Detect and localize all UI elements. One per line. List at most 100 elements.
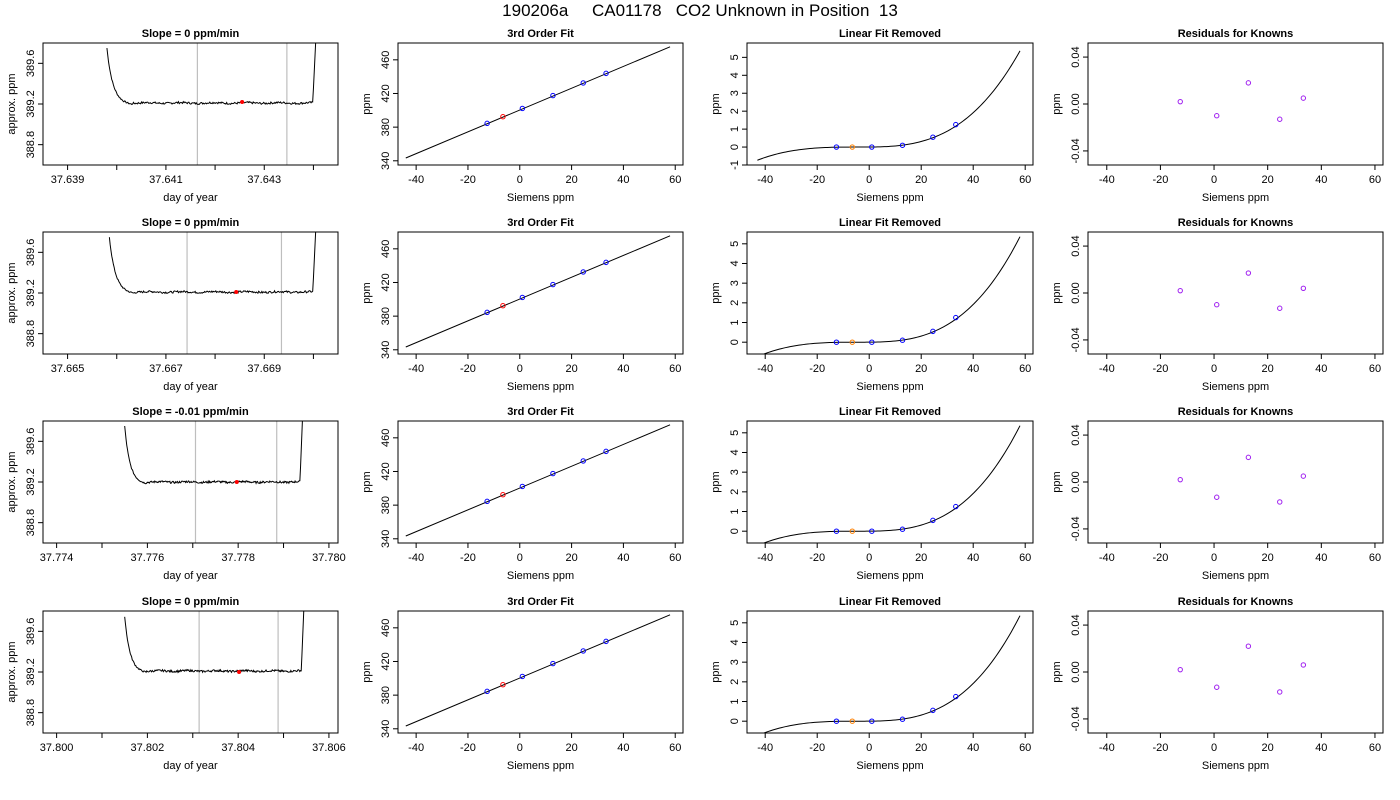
panel-r1-c3: Residuals for Knowns Siemens ppm ppm -40 -20…: [1051, 217, 1384, 393]
residual-point: [1300, 473, 1307, 479]
known-point: [484, 498, 490, 505]
fit-curve: [757, 50, 1021, 161]
plot-frame: [746, 610, 1034, 734]
plot-area: [124, 421, 303, 543]
x-axis-label: Siemens ppm: [1202, 760, 1269, 772]
known-point: [869, 528, 875, 534]
x-tick-label: -40: [757, 552, 773, 564]
x-tick-label: 40: [967, 742, 979, 754]
plot-area: [124, 611, 305, 733]
residual-point: [1177, 476, 1183, 483]
x-tick-label: -20: [1152, 742, 1168, 754]
y-tick-label: 388.8: [25, 131, 37, 159]
x-tick-label: 20: [1262, 552, 1274, 564]
plot-frame: [42, 610, 339, 734]
y-tick-label: 4: [729, 449, 741, 455]
panel-title: Slope = -0.01 ppm/min: [132, 406, 249, 418]
known-point: [550, 470, 556, 477]
fit-line: [405, 235, 671, 348]
x-tick-label: -20: [460, 363, 476, 375]
x-axis-label: day of year: [163, 570, 218, 582]
x-tick-label: 0: [866, 363, 872, 375]
plot-frame: [1087, 231, 1384, 355]
x-axis-label: day of year: [163, 760, 218, 772]
panel-r3-c1: 3rd Order Fit Siemens ppm ppm -40 -20 0 20 40 60…: [361, 596, 684, 772]
y-tick-label: 380: [380, 118, 392, 136]
x-tick-label: 0: [866, 742, 872, 754]
plot-area: [757, 50, 1021, 161]
plot-frame: [397, 42, 684, 166]
y-tick-label: 340: [380, 720, 392, 738]
unknown-point: [500, 682, 506, 688]
fit-line: [405, 46, 671, 159]
y-tick-label: 5: [729, 430, 741, 436]
panel-r3-c3: Residuals for Knowns Siemens ppm ppm -40 -20…: [1051, 596, 1384, 772]
y-tick-label: 389.2: [25, 90, 37, 118]
plot-area: [108, 232, 317, 354]
panel-title: 3rd Order Fit: [507, 596, 574, 608]
y-tick-label: 389.2: [25, 658, 37, 686]
y-tick-label: 389.6: [25, 239, 37, 267]
panel-title: 3rd Order Fit: [507, 217, 574, 229]
y-tick-label: 0.04: [1070, 424, 1082, 445]
y-axis-label: ppm: [361, 282, 373, 303]
plot-area: [1177, 454, 1307, 505]
x-tick-label: 40: [617, 174, 629, 186]
x-tick-label: 40: [1315, 363, 1327, 375]
x-tick-label: 20: [1262, 174, 1274, 186]
x-tick-label: -20: [1152, 363, 1168, 375]
residual-point: [1245, 643, 1252, 649]
residual-point: [1214, 302, 1220, 308]
x-tick-label: -40: [408, 552, 424, 564]
known-point: [899, 337, 906, 343]
panel-r1-c1: 3rd Order Fit Siemens ppm ppm -40 -20 0 20 40 60…: [361, 217, 684, 393]
y-tick-label: 420: [380, 462, 392, 480]
y-axis-label: approx. ppm: [6, 641, 18, 702]
y-tick-label: 0.04: [1070, 614, 1082, 635]
x-tick-label: 37.665: [51, 363, 85, 375]
plot-area: [1177, 270, 1307, 311]
panel-r0-c1: 3rd Order Fit Siemens ppm ppm -40 -20 0 20 40 60…: [361, 28, 684, 204]
y-tick-label: 460: [380, 51, 392, 69]
x-tick-label: -40: [1099, 742, 1115, 754]
x-tick-label: -20: [809, 363, 825, 375]
y-tick-label: -0.04: [1070, 516, 1082, 541]
x-tick-label: -40: [1099, 174, 1115, 186]
y-axis-label: ppm: [1051, 93, 1063, 114]
y-tick-label: 389.6: [25, 618, 37, 646]
y-tick-label: 420: [380, 84, 392, 102]
known-point: [833, 718, 840, 724]
y-axis-label: ppm: [361, 93, 373, 114]
known-point: [550, 660, 556, 667]
known-point: [603, 259, 609, 266]
panel-title: Slope = 0 ppm/min: [142, 217, 240, 229]
y-axis-label: approx. ppm: [6, 73, 18, 134]
y-tick-label: 340: [380, 530, 392, 548]
x-tick-label: 37.806: [312, 742, 346, 754]
residual-point: [1177, 98, 1183, 105]
x-tick-label: 37.778: [221, 552, 255, 564]
panel-title: Linear Fit Removed: [839, 28, 941, 40]
x-tick-label: -20: [1152, 174, 1168, 186]
x-tick-label: -20: [809, 552, 825, 564]
x-tick-label: 0: [1211, 742, 1217, 754]
x-axis-label: Siemens ppm: [856, 760, 923, 772]
known-point: [550, 281, 556, 288]
known-point: [930, 328, 936, 335]
x-tick-label: -40: [408, 742, 424, 754]
y-axis-label: ppm: [710, 93, 722, 114]
y-axis-label: approx. ppm: [6, 451, 18, 512]
plot-frame: [746, 42, 1034, 166]
known-point: [869, 339, 875, 345]
panel-r0-c0: Slope = 0 ppm/min day of year approx. ppm 3…: [6, 28, 339, 204]
x-tick-label: 20: [915, 174, 927, 186]
y-tick-label: 1: [729, 508, 741, 514]
known-point: [603, 638, 609, 645]
panel-r2-c0: Slope = -0.01 ppm/min day of year approx. …: [6, 406, 346, 582]
residual-point: [1277, 116, 1283, 122]
known-point: [930, 707, 936, 714]
plot-frame: [1087, 420, 1384, 544]
residual-point: [1277, 305, 1283, 311]
plot-area: [762, 425, 1021, 543]
x-tick-label: 37.643: [247, 174, 281, 186]
